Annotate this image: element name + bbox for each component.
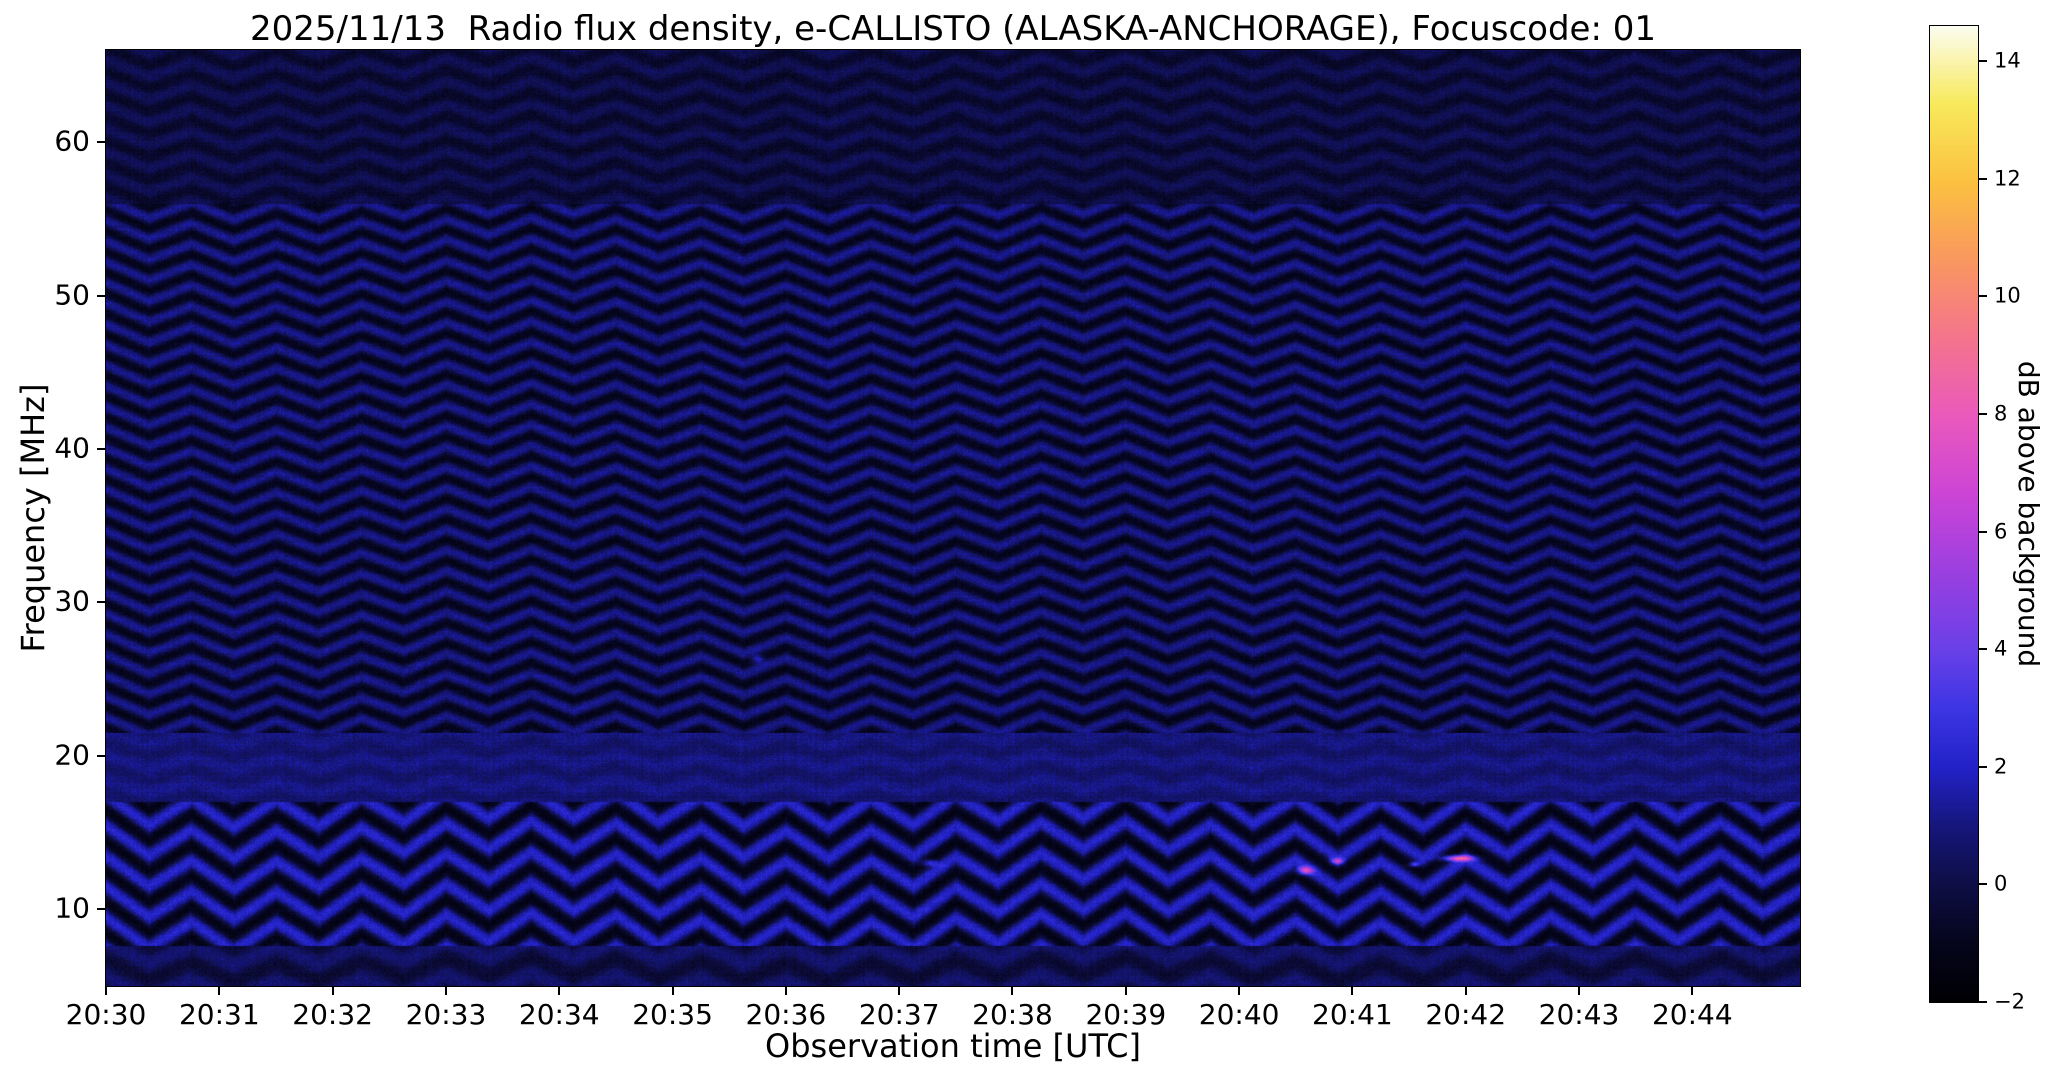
colorbar-tick-label: 8 [1994,401,2008,426]
x-axis-label: Observation time [UTC] [765,1027,1141,1065]
x-tick-label: 20:37 [858,998,940,1031]
x-tick-mark [1691,986,1694,995]
colorbar-label: dB above background [2012,360,2045,668]
colorbar-tick-label: 12 [1994,166,2021,191]
x-tick-label: 20:39 [1085,998,1167,1031]
y-tick-mark [97,754,106,757]
chart-title: 2025/11/13 Radio flux density, e-CALLIST… [250,9,1656,49]
colorbar-gradient [1930,26,1978,1002]
x-tick-mark [898,986,901,995]
x-tick-mark [1238,986,1241,995]
colorbar [1929,25,1979,1003]
colorbar-tick-mark [1979,530,1987,533]
x-tick-label: 20:40 [1198,998,1280,1031]
x-tick-label: 20:42 [1425,998,1507,1031]
colorbar-tick-label: 4 [1994,636,2008,661]
y-tick-label: 30 [54,584,90,618]
colorbar-tick-mark [1979,413,1987,416]
colorbar-tick-mark [1979,648,1987,651]
y-tick-label: 60 [54,124,90,158]
y-tick-label: 40 [54,431,90,465]
spectrogram-plot [105,49,1801,987]
x-tick-label: 20:35 [632,998,713,1031]
x-tick-label: 20:36 [745,998,827,1031]
colorbar-tick-label: 6 [1994,519,2008,544]
x-tick-mark [1464,986,1467,995]
colorbar-tick-label: 0 [1994,871,2008,896]
x-tick-label: 20:31 [178,998,260,1031]
colorbar-tick-mark [1979,177,1987,180]
x-tick-mark [444,986,447,995]
x-tick-mark [331,986,334,995]
spectrogram-image [106,50,1800,986]
x-tick-mark [671,986,674,995]
y-tick-mark [97,141,106,144]
colorbar-tick-label: −2 [1994,989,2025,1014]
y-tick-mark [97,601,106,604]
y-tick-mark [97,908,106,911]
colorbar-tick-mark [1979,883,1987,886]
y-tick-mark [97,447,106,450]
x-tick-mark [784,986,787,995]
colorbar-tick-label: 2 [1994,754,2008,779]
y-tick-label: 50 [54,278,90,312]
y-tick-mark [97,294,106,297]
colorbar-tick-mark [1979,295,1987,298]
x-tick-mark [1351,986,1354,995]
colorbar-tick-mark [1979,1001,1987,1003]
y-tick-label: 10 [54,891,90,925]
x-tick-label: 20:32 [292,998,373,1031]
x-tick-label: 20:41 [1312,998,1393,1031]
y-tick-label: 20 [54,738,90,772]
x-tick-mark [558,986,561,995]
x-tick-label: 20:33 [405,998,487,1031]
colorbar-tick-mark [1979,60,1987,63]
colorbar-tick-label: 10 [1994,283,2021,308]
x-tick-mark [218,986,221,995]
x-tick-label: 20:30 [65,998,147,1031]
x-tick-label: 20:34 [518,998,600,1031]
colorbar-tick-mark [1979,765,1987,768]
x-tick-mark [105,986,107,995]
x-tick-mark [1124,986,1127,995]
x-tick-label: 20:43 [1538,998,1620,1031]
x-tick-mark [1578,986,1581,995]
colorbar-tick-label: 14 [1994,48,2021,73]
x-tick-label: 20:44 [1651,998,1733,1031]
x-tick-label: 20:38 [972,998,1053,1031]
x-tick-mark [1011,986,1014,995]
